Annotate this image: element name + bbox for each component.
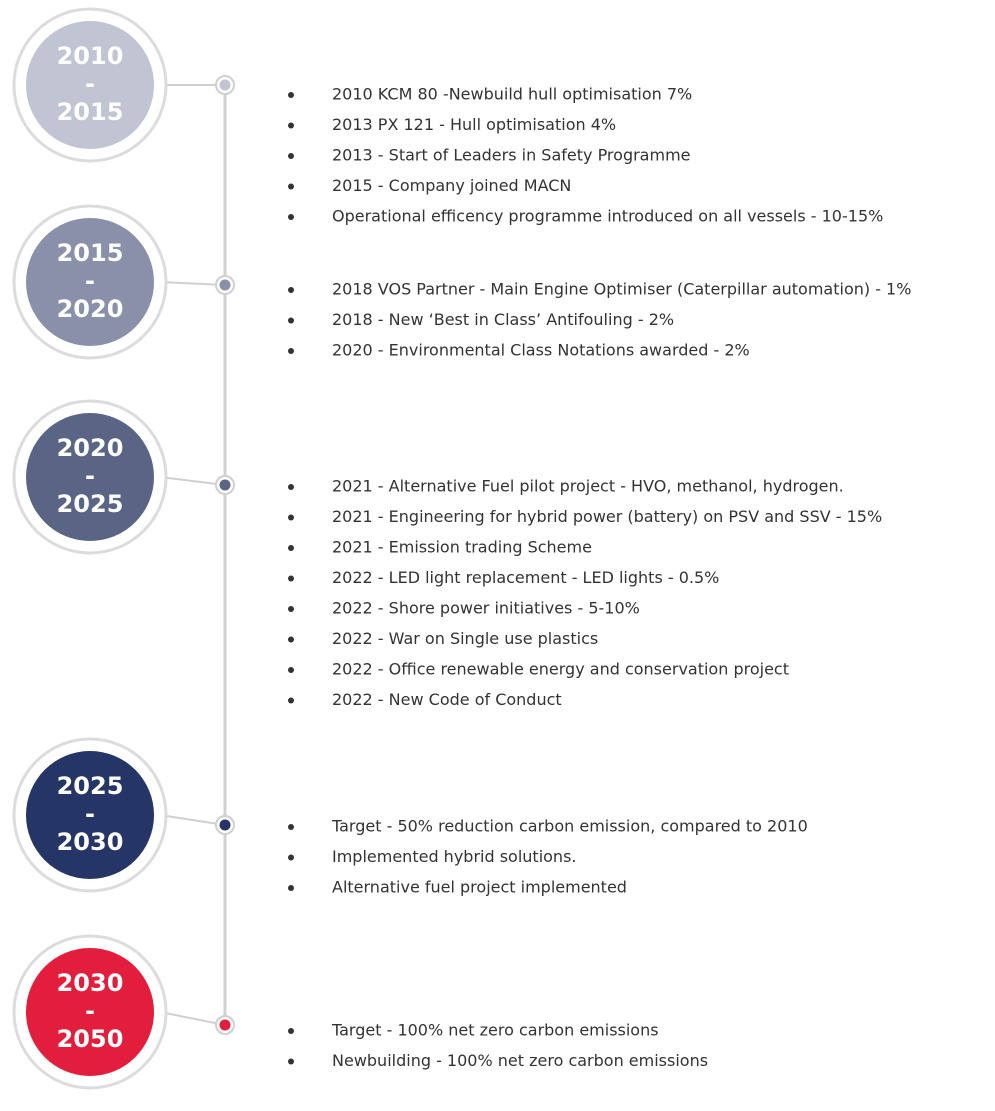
item-text: 2010 KCM 80 -Newbuild hull optimisation … bbox=[332, 85, 692, 104]
item-text: 2021 - Alternative Fuel pilot project - … bbox=[332, 477, 844, 496]
bullet bbox=[288, 606, 294, 612]
bullet bbox=[288, 317, 294, 324]
item-text: 2022 - War on Single use plastics bbox=[332, 629, 598, 648]
period-badge bbox=[26, 21, 154, 149]
period-sep: - bbox=[85, 70, 95, 98]
period-badge bbox=[26, 218, 154, 346]
connector bbox=[159, 281, 226, 286]
timeline-dot-core bbox=[219, 79, 231, 91]
period-start: 2015 bbox=[57, 239, 124, 267]
connector bbox=[159, 476, 226, 486]
item-text: 2018 - New ‘Best in Class’ Antifouling -… bbox=[332, 310, 674, 329]
bullet bbox=[288, 1058, 294, 1065]
item-text: 2015 - Company joined MACN bbox=[332, 176, 571, 195]
item-text: 2021 - Emission trading Scheme bbox=[332, 538, 592, 557]
bullet bbox=[288, 824, 294, 830]
item-text: 2022 - Office renewable energy and conse… bbox=[332, 660, 789, 679]
item-text: 2018 VOS Partner - Main Engine Optimiser… bbox=[332, 280, 911, 299]
bullet bbox=[288, 636, 294, 643]
timeline-dot-core bbox=[219, 279, 231, 291]
period-end: 2020 bbox=[57, 295, 124, 323]
item-text: 2022 - LED light replacement - LED light… bbox=[332, 568, 719, 587]
period-start: 2030 bbox=[57, 969, 124, 997]
connector bbox=[159, 814, 226, 826]
period-sep: - bbox=[85, 800, 95, 828]
bullet bbox=[288, 667, 294, 673]
bullet bbox=[288, 92, 294, 98]
bullet bbox=[288, 183, 294, 190]
bullet bbox=[288, 287, 294, 293]
period-end: 2050 bbox=[57, 1025, 124, 1053]
period-end: 2030 bbox=[57, 828, 124, 856]
period-sep: - bbox=[85, 462, 95, 490]
bullet bbox=[288, 854, 294, 861]
item-text: 2020 - Environmental Class Notations awa… bbox=[332, 341, 750, 360]
bullet bbox=[288, 348, 294, 354]
item-text: 2013 PX 121 - Hull optimisation 4% bbox=[332, 115, 616, 134]
period-end: 2025 bbox=[57, 490, 124, 518]
period-sep: - bbox=[85, 267, 95, 295]
period-sep: - bbox=[85, 997, 95, 1025]
timeline-dot-core bbox=[219, 1019, 231, 1031]
period-start: 2025 bbox=[57, 772, 124, 800]
bullet bbox=[288, 153, 294, 159]
bullet bbox=[288, 545, 294, 551]
item-text: 2013 - Start of Leaders in Safety Progra… bbox=[332, 146, 691, 165]
bullet bbox=[288, 1028, 294, 1034]
item-text: 2022 - New Code of Conduct bbox=[332, 690, 562, 709]
item-text: Target - 50% reduction carbon emission, … bbox=[331, 817, 808, 836]
timeline-dot-core bbox=[219, 479, 231, 491]
item-text: Newbuilding - 100% net zero carbon emiss… bbox=[332, 1051, 708, 1070]
bullet bbox=[288, 214, 294, 220]
item-text: 2021 - Engineering for hybrid power (bat… bbox=[332, 507, 882, 526]
bullet bbox=[288, 575, 294, 582]
period-start: 2020 bbox=[57, 434, 124, 462]
item-text: Alternative fuel project implemented bbox=[332, 878, 627, 897]
connector bbox=[159, 1011, 226, 1026]
bullet bbox=[288, 697, 294, 704]
period-end: 2015 bbox=[57, 98, 124, 126]
item-text: 2022 - Shore power initiatives - 5-10% bbox=[332, 599, 640, 618]
item-text: Target - 100% net zero carbon emissions bbox=[331, 1021, 659, 1040]
bullet bbox=[288, 484, 294, 490]
bullet bbox=[288, 514, 294, 521]
item-text: Implemented hybrid solutions. bbox=[332, 847, 577, 866]
period-badge bbox=[26, 413, 154, 541]
item-text: Operational efficency programme introduc… bbox=[332, 207, 883, 226]
bullet bbox=[288, 122, 294, 129]
bullet bbox=[288, 885, 294, 891]
period-start: 2010 bbox=[57, 42, 124, 70]
period-badge bbox=[26, 751, 154, 879]
timeline-dot-core bbox=[219, 819, 231, 831]
period-badge bbox=[26, 948, 154, 1076]
